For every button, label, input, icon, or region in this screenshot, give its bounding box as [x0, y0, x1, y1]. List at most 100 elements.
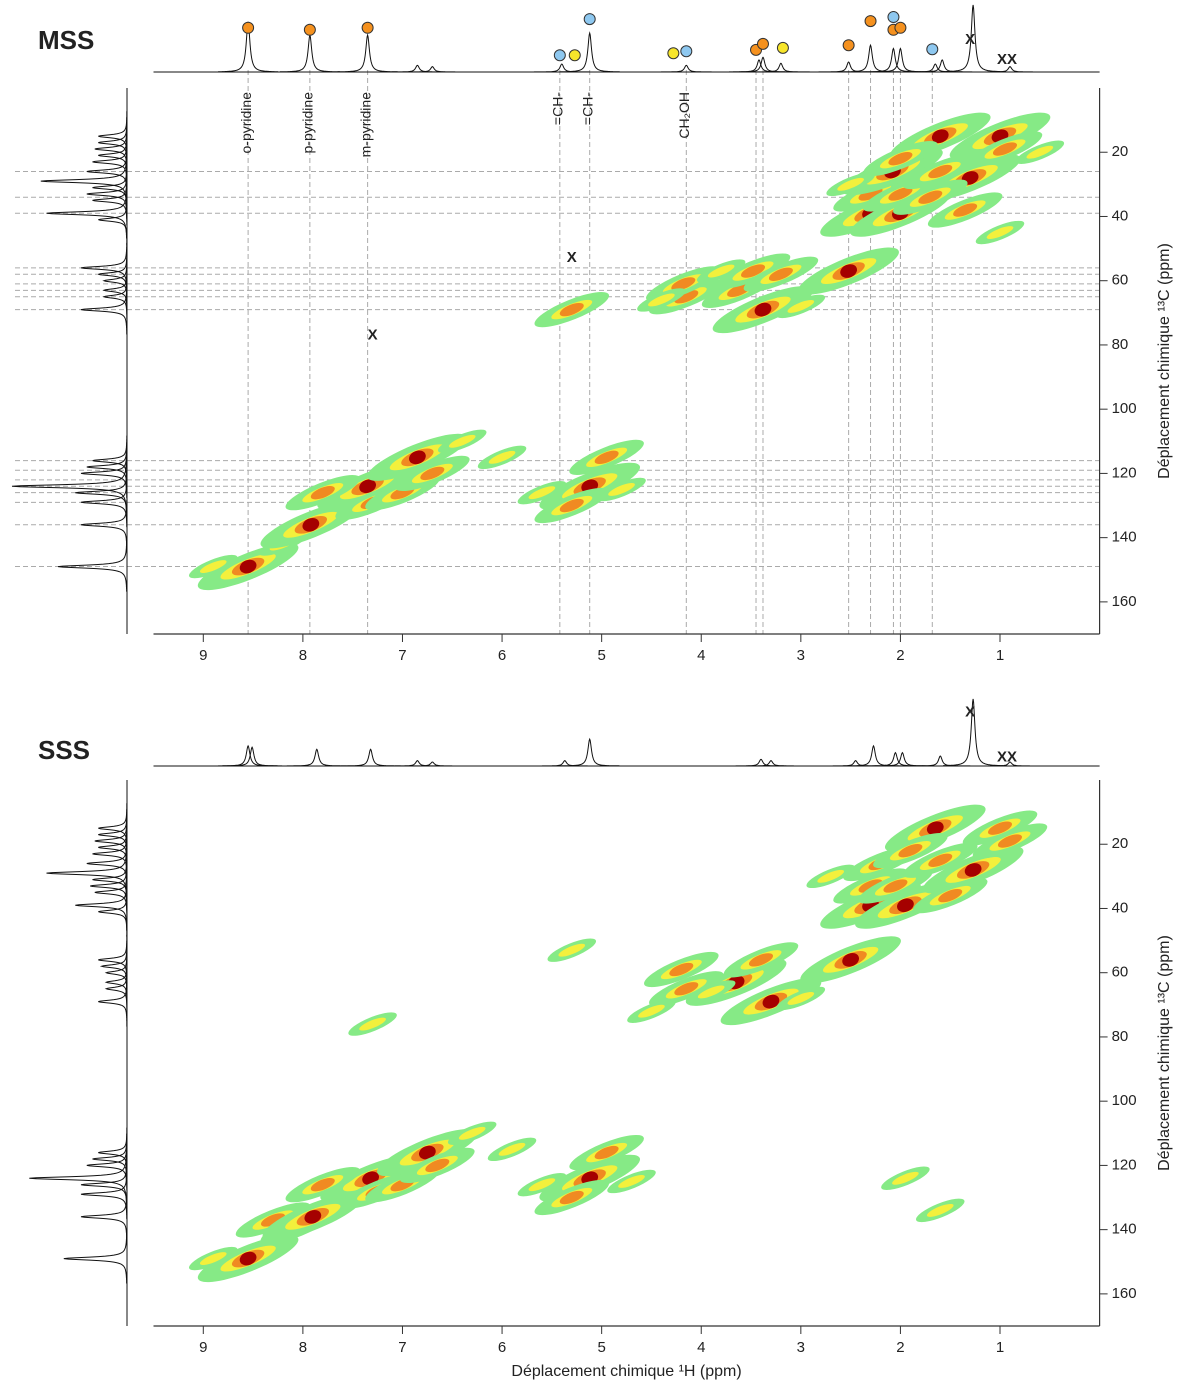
cross-peak — [892, 1171, 919, 1185]
cross-peak — [837, 177, 864, 191]
cross-peak — [842, 953, 859, 967]
cross-peak — [787, 299, 815, 313]
cross-peak — [669, 962, 694, 977]
impurity-mark: X — [368, 326, 378, 343]
spectrum-peak — [98, 934, 128, 985]
spectrum-peak — [98, 976, 128, 1027]
y-tick-label: 160 — [1112, 1285, 1137, 1302]
y-tick-label: 60 — [1112, 964, 1129, 981]
y-tick-label: 80 — [1112, 1028, 1129, 1045]
cross-peak — [697, 985, 725, 999]
spectrum-peak — [94, 867, 128, 918]
cross-peak — [310, 486, 335, 500]
spectrum-peak — [656, 64, 717, 73]
cross-peak — [748, 953, 774, 967]
peak-marker — [680, 45, 693, 58]
peak-annotation: =CH- — [579, 92, 595, 125]
spectrum-peak — [402, 761, 463, 767]
spectrum-peak — [286, 748, 347, 767]
spectrum-peak — [912, 59, 973, 73]
peak-marker — [756, 37, 769, 50]
y-tick-label: 100 — [1112, 1092, 1137, 1109]
impurity-mark: X — [1007, 748, 1017, 765]
peak-annotation: CH₂OH — [676, 92, 692, 139]
cross-peak — [928, 853, 953, 867]
x-tick-label: 9 — [199, 647, 207, 664]
spectrum-peak — [863, 47, 924, 73]
peak-marker — [776, 41, 789, 54]
spectrum-peak — [559, 31, 620, 73]
panel-title: MSS — [38, 25, 94, 55]
spectrum-peak — [559, 737, 620, 767]
peak-marker — [864, 15, 877, 28]
cross-peak — [1026, 145, 1054, 159]
impurity-mark: X — [567, 249, 577, 266]
cross-peak — [888, 187, 913, 201]
y-tick-label: 100 — [1112, 400, 1137, 417]
peak-marker — [361, 21, 374, 34]
cross-peak — [987, 821, 1013, 835]
impurity-mark: X — [1007, 51, 1017, 68]
peak-marker — [842, 39, 855, 52]
y-tick-label: 40 — [1112, 899, 1129, 916]
x-tick-label: 5 — [597, 647, 605, 664]
cross-peak — [618, 1175, 645, 1188]
cross-peak — [425, 1158, 450, 1173]
x-tick-label: 4 — [697, 1339, 705, 1356]
spectrum-peak — [534, 760, 595, 767]
cross-peak — [648, 293, 675, 307]
y-tick-label: 120 — [1112, 1156, 1137, 1173]
cross-peak — [448, 434, 476, 448]
cross-peak — [897, 898, 914, 913]
spectrum-peak — [910, 755, 971, 767]
cross-peak — [898, 843, 923, 858]
spectrum-peak — [731, 758, 791, 767]
cross-peak — [304, 1209, 322, 1224]
y-axis-label: Déplacement chimique ¹³C (ppm) — [1156, 935, 1173, 1171]
spectrum-peak — [840, 43, 901, 73]
cross-peak — [559, 302, 584, 317]
x-tick-label: 9 — [199, 1339, 207, 1356]
cross-peak — [558, 943, 586, 957]
spectrum-peak — [387, 760, 448, 767]
peak-annotation: o-pyridine — [238, 92, 254, 154]
cross-peak — [488, 450, 516, 464]
cross-peak — [741, 264, 766, 278]
peak-marker — [242, 21, 255, 34]
y-tick-label: 140 — [1112, 1221, 1137, 1238]
peak-marker — [568, 49, 581, 62]
spectrum-peak — [843, 744, 904, 767]
cross-peak — [997, 834, 1022, 848]
cross-peak — [310, 1178, 335, 1192]
x-tick-label: 8 — [299, 1339, 307, 1356]
cross-peak — [762, 994, 780, 1009]
y-axis-label: Déplacement chimique ¹³C (ppm) — [1156, 243, 1173, 479]
cross-peak — [992, 142, 1018, 156]
y-tick-label: 160 — [1112, 593, 1137, 610]
cross-peak — [787, 991, 815, 1005]
spectrum-peak — [102, 255, 128, 306]
cross-peak — [199, 560, 227, 573]
cross-peak — [528, 486, 556, 500]
cross-peak — [986, 226, 1014, 239]
peak-marker — [553, 49, 566, 62]
peak-annotation: m-pyridine — [357, 92, 373, 158]
spectrum-peak — [104, 963, 128, 1014]
cross-peak — [707, 264, 735, 278]
spectrum-peak — [92, 175, 128, 226]
x-tick-label: 7 — [398, 647, 406, 664]
spectrum-peak — [80, 477, 128, 528]
x-tick-label: 2 — [896, 1339, 904, 1356]
cross-peak — [926, 1203, 954, 1217]
spectrum-peak — [80, 1169, 128, 1220]
spectrum-peak — [57, 541, 128, 592]
spectrum-peak — [337, 33, 398, 73]
impurity-mark: X — [997, 51, 1007, 68]
spectrum-peak — [980, 761, 1040, 767]
cross-peak — [239, 1251, 257, 1266]
spectrum-peak — [80, 284, 128, 335]
x-tick-label: 3 — [797, 1339, 805, 1356]
spectrum-peak — [531, 63, 592, 73]
spectrum-peak — [865, 751, 926, 767]
